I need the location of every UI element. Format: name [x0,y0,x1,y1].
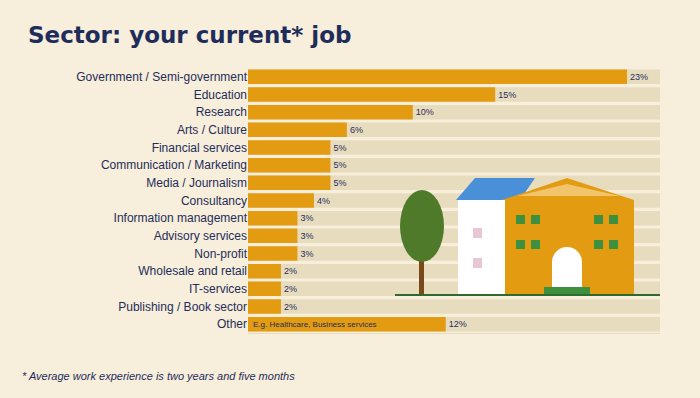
svg-text:* Average work experience is t: * Average work experience is two years a… [22,370,295,382]
svg-text:12%: 12% [449,319,467,329]
svg-text:Information management: Information management [114,211,248,225]
svg-text:Media / Journalism: Media / Journalism [146,176,247,190]
svg-text:3%: 3% [300,249,313,259]
svg-text:4%: 4% [317,196,330,206]
svg-text:3%: 3% [300,213,313,223]
svg-text:IT-services: IT-services [189,282,247,296]
svg-text:2%: 2% [284,266,297,276]
svg-text:6%: 6% [350,125,363,135]
svg-text:10%: 10% [416,107,434,117]
svg-text:E.g. Healthcare, Business serv: E.g. Healthcare, Business services [253,320,377,329]
svg-text:Non-profit: Non-profit [194,247,247,261]
svg-text:Other: Other [217,317,247,331]
svg-text:Arts / Culture: Arts / Culture [177,123,247,137]
svg-text:Publishing / Book sector: Publishing / Book sector [118,300,247,314]
svg-text:5%: 5% [333,160,346,170]
svg-text:Education: Education [194,88,247,102]
svg-text:5%: 5% [333,143,346,153]
svg-text:Communication / Marketing: Communication / Marketing [101,158,247,172]
svg-text:Wholesale and retail: Wholesale and retail [138,264,247,278]
svg-text:15%: 15% [498,90,516,100]
svg-text:23%: 23% [630,72,648,82]
svg-text:3%: 3% [300,231,313,241]
svg-text:5%: 5% [333,178,346,188]
svg-text:2%: 2% [284,284,297,294]
svg-text:Research: Research [196,105,247,119]
svg-text:Advisory services: Advisory services [154,229,247,243]
svg-text:Financial services: Financial services [152,141,247,155]
svg-text:Consultancy: Consultancy [181,194,247,208]
svg-text:Government / Semi-government: Government / Semi-government [76,70,247,84]
svg-text:2%: 2% [284,302,297,312]
svg-text:Sector: your current* job: Sector: your current* job [28,22,352,48]
